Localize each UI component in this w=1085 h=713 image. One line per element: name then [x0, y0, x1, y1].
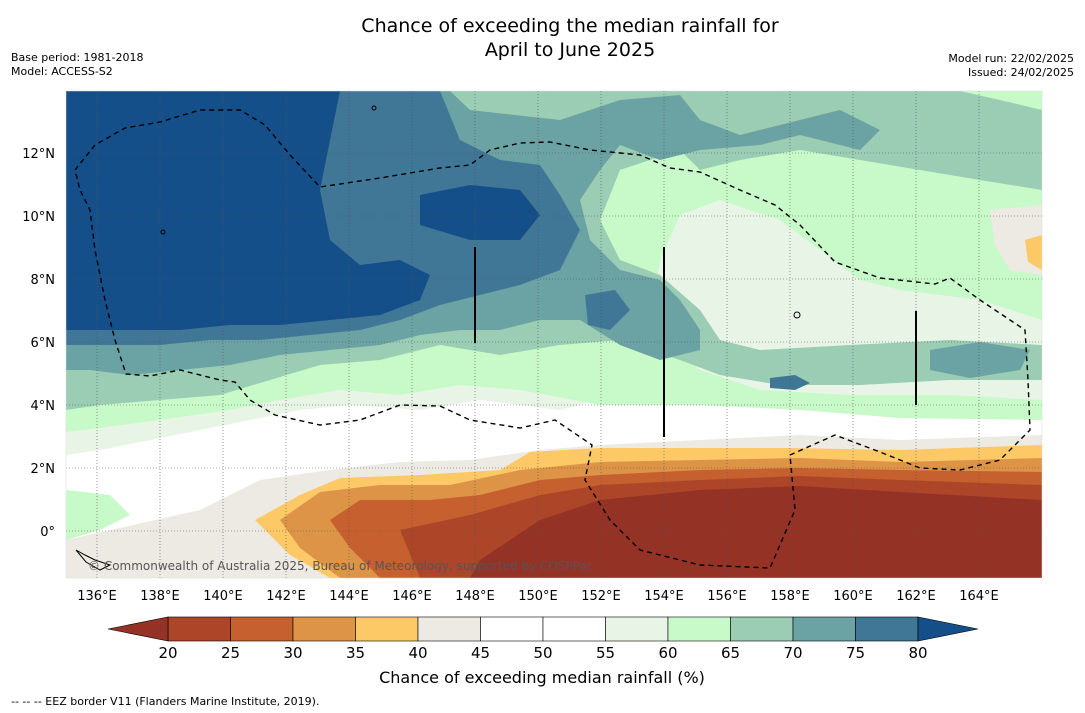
lat-tick: 12°N [22, 147, 55, 162]
band-70-east-patch [930, 342, 1030, 378]
colorbar-label: 55 [596, 644, 615, 662]
colorbar-label: 65 [721, 644, 740, 662]
lon-tick: 164°E [959, 589, 999, 604]
colorbar-label: 80 [908, 644, 927, 662]
colorbar-label: 20 [158, 644, 177, 662]
lon-tick: 140°E [203, 589, 243, 604]
lon-tick: 152°E [581, 589, 621, 604]
colorbar-under-arrow [107, 616, 169, 642]
colorbar-swatch [792, 616, 856, 642]
band-80-patch [420, 185, 540, 240]
colorbar-swatch [417, 616, 481, 642]
colorbar-swatch [480, 616, 544, 642]
colorbar-label: 60 [658, 644, 677, 662]
colorbar-swatch [292, 616, 356, 642]
lon-tick: 144°E [329, 589, 369, 604]
lon-tick: 138°E [140, 589, 180, 604]
run-info: Model run: 22/02/2025 Issued: 24/02/2025 [948, 52, 1074, 80]
issued-date: Issued: 24/02/2025 [967, 66, 1074, 79]
lat-tick: 0° [40, 525, 55, 540]
map-plot-area: © Commonwealth of Australia 2025, Bureau… [66, 91, 1042, 578]
colorbar-swatch [230, 616, 294, 642]
colorbar-swatch [855, 616, 919, 642]
colorbar-label: 75 [846, 644, 865, 662]
colorbar: 20 25 30 35 40 45 50 55 60 65 70 75 80 [107, 616, 979, 662]
colorbar-swatch [542, 616, 606, 642]
map-gridlines [66, 91, 1042, 578]
band-75-central-patch [585, 290, 630, 330]
band-80 [66, 91, 430, 330]
colorbar-label: 40 [408, 644, 427, 662]
island-outlines [75, 105, 801, 571]
title-line-2: April to June 2025 [484, 39, 656, 61]
eez-legend-footnote: -- -- -- EEZ border V11 (Flanders Marine… [11, 695, 320, 708]
colorbar-swatch [667, 616, 731, 642]
lon-tick: 158°E [770, 589, 810, 604]
lat-tick: 8°N [31, 273, 56, 288]
colorbar-label: 25 [221, 644, 240, 662]
colorbar-label: 50 [533, 644, 552, 662]
colorbar-label: 30 [283, 644, 302, 662]
eez-border [74, 109, 1031, 569]
band-20 [470, 486, 1042, 578]
band-40-east-patch [1025, 235, 1042, 270]
colorbar-swatch [730, 616, 794, 642]
map-title: Chance of exceeding the median rainfall … [200, 14, 940, 62]
colorbar-swatch [355, 616, 419, 642]
lon-tick: 136°E [77, 589, 117, 604]
longitude-axis: 136°E 138°E 140°E 142°E 144°E 146°E 148°… [77, 589, 999, 604]
colorbar-label: 45 [471, 644, 490, 662]
copyright-text: © Commonwealth of Australia 2025, Bureau… [88, 559, 593, 573]
lon-tick: 150°E [518, 589, 558, 604]
model-run-date: Model run: 22/02/2025 [948, 52, 1074, 65]
lat-tick: 6°N [31, 336, 56, 351]
island-markers [474, 247, 917, 437]
colorbar-title: Chance of exceeding median rainfall (%) [379, 668, 705, 687]
lon-tick: 162°E [896, 589, 936, 604]
lat-tick: 10°N [22, 210, 55, 225]
colorbar-swatch [605, 616, 669, 642]
lat-tick: 4°N [31, 399, 56, 414]
lon-tick: 142°E [266, 589, 306, 604]
model-info: Base period: 1981-2018 Model: ACCESS-S2 [11, 51, 143, 79]
colorbar-swatch [167, 616, 231, 642]
lon-tick: 156°E [707, 589, 747, 604]
model-name: Model: ACCESS-S2 [11, 65, 113, 78]
lon-tick: 148°E [455, 589, 495, 604]
colorbar-over-arrow [917, 616, 979, 642]
lat-tick: 2°N [31, 462, 56, 477]
lon-tick: 154°E [644, 589, 684, 604]
colorbar-label: 35 [346, 644, 365, 662]
base-period: Base period: 1981-2018 [11, 51, 144, 64]
latitude-axis: 12°N 10°N 8°N 6°N 4°N 2°N 0° [22, 147, 55, 540]
title-line-1: Chance of exceeding the median rainfall … [361, 15, 779, 37]
lon-tick: 146°E [392, 589, 432, 604]
lon-tick: 160°E [833, 589, 873, 604]
map-frame [65, 90, 1043, 579]
colorbar-label: 70 [783, 644, 802, 662]
band-60-sw [66, 490, 130, 540]
